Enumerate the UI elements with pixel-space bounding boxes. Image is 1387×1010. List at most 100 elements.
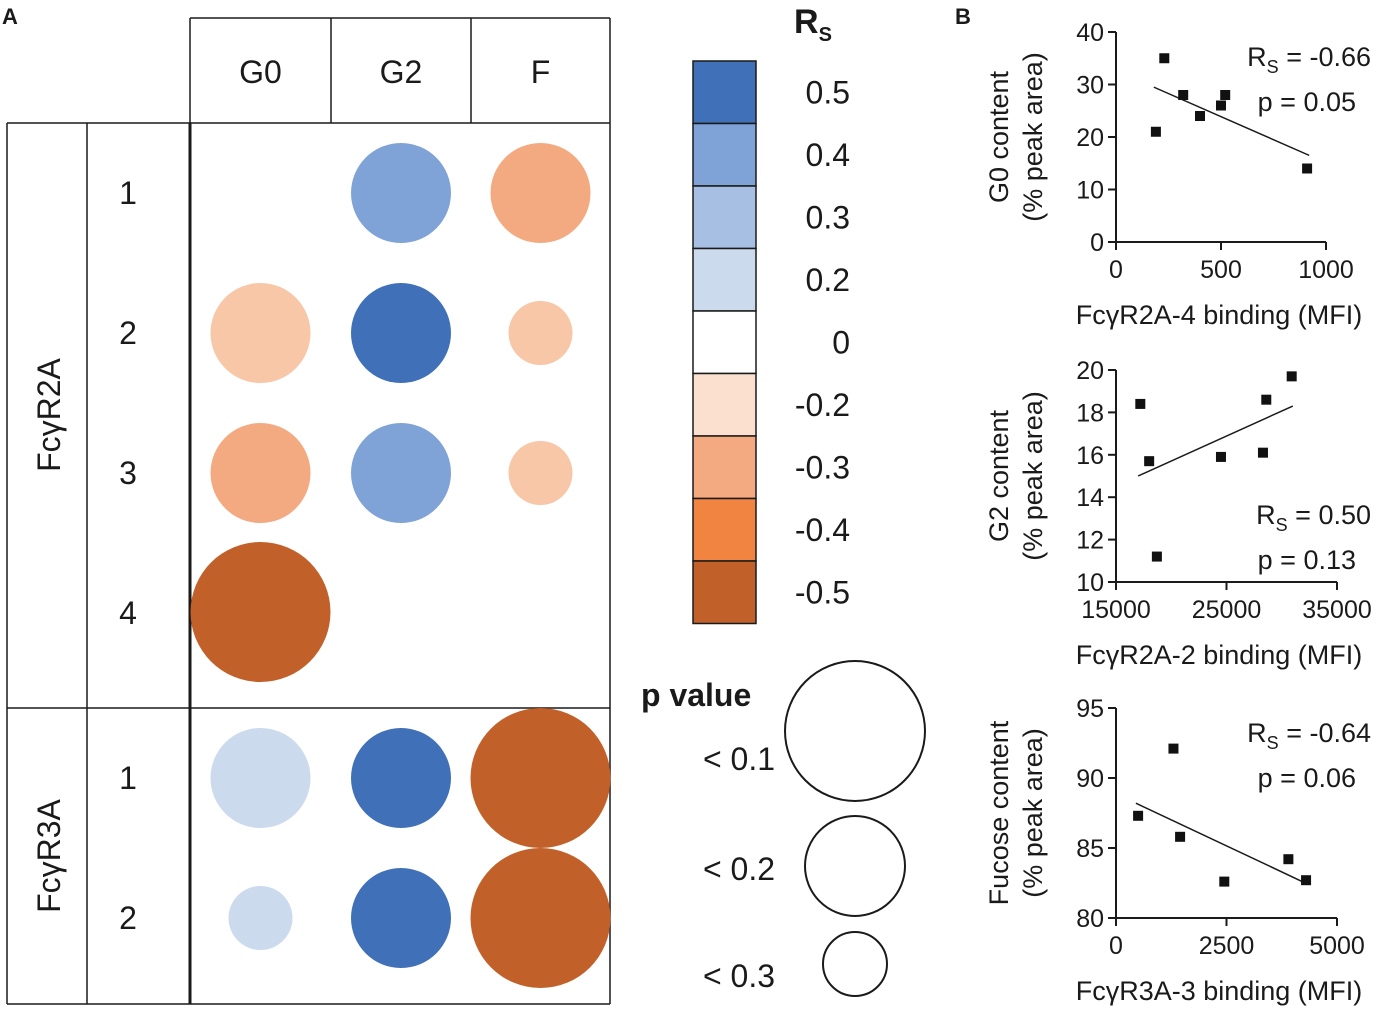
rs-stat-1: RS = 0.50 (1256, 500, 1371, 535)
data-point-0-2 (1178, 90, 1189, 100)
y-tick-label-0-4: 40 (1076, 19, 1104, 47)
p-stat-1: p = 0.13 (1258, 545, 1356, 575)
y-axis-label-line2-1: (% peak area) (1018, 391, 1048, 561)
fit-line-2 (1135, 802, 1309, 886)
data-point-0-1 (1159, 53, 1170, 64)
scatter-plots: 0 10 20 30 40 0 500 1000 FcγR2A-4 binding (MFI) G… (984, 19, 1372, 1006)
row-label-1-1: 1 (119, 760, 137, 796)
y-axis-label-2: Fucose content (984, 720, 1014, 905)
bubble-0-1-1 (351, 283, 451, 383)
rs-stat-sub-0: S (1267, 57, 1279, 77)
data-point-0-3 (1195, 111, 1205, 121)
rs-legend-title: RS (794, 3, 832, 46)
bubble-1-1-2 (470, 848, 611, 988)
y-tick-label-0-3: 30 (1076, 72, 1104, 100)
data-point-2-5 (1301, 875, 1312, 886)
x-tick-label-0-1: 500 (1200, 256, 1242, 284)
rs-stat-value-2: = -0.64 (1279, 718, 1371, 748)
bubble-1-1-0 (228, 886, 293, 950)
group-label-0: FcγR2A (31, 357, 67, 471)
y-tick-label-0-1: 10 (1076, 177, 1104, 205)
y-tick-label-0-2: 20 (1076, 124, 1104, 152)
p-value-circle-0 (784, 660, 926, 802)
p-value-label-2: < 0.3 (703, 958, 775, 994)
rs-stat-2: RS = -0.64 (1247, 718, 1371, 753)
y-tick-label-1-4: 18 (1076, 399, 1104, 427)
y-tick-label-2-0: 80 (1076, 905, 1104, 933)
bubble-1-1-1 (351, 868, 451, 968)
data-point-1-1 (1144, 456, 1155, 467)
legend: RS 0.5 0.4 0.3 0.2 0 -0.2 -0.3 -0.4 -0.5 p value < … (641, 3, 926, 997)
data-point-1-4 (1257, 447, 1268, 458)
y-tick-label-2-2: 90 (1076, 765, 1104, 793)
bubble-0-1-0 (210, 283, 311, 383)
y-tick-label-1-3: 16 (1076, 442, 1104, 470)
x-tick-label-2-0: 0 (1109, 932, 1123, 960)
color-scale-label-6: -0.3 (795, 449, 850, 485)
data-point-0-6 (1302, 163, 1313, 174)
rs-stat-r-2: R (1247, 718, 1267, 748)
p-value-label-1: < 0.2 (703, 851, 775, 887)
color-scale-swatch-0 (692, 60, 757, 125)
row-label-0-1: 1 (119, 175, 137, 211)
group-label-1: FcγR3A (31, 798, 67, 912)
fit-line-1 (1137, 405, 1294, 477)
y-tick-label-0-0: 0 (1090, 229, 1104, 257)
data-point-2-1 (1168, 743, 1179, 754)
rs-stat-value-0: = -0.66 (1279, 42, 1371, 72)
data-point-1-2 (1151, 551, 1162, 562)
color-scale-label-8: -0.5 (795, 574, 850, 610)
color-scale-label-7: -0.4 (795, 512, 850, 548)
rs-stat-0: RS = -0.66 (1247, 42, 1371, 77)
x-tick-label-2-1: 2500 (1199, 932, 1255, 960)
color-scale-label-2: 0.3 (806, 199, 850, 235)
color-scale-label-3: 0.2 (806, 262, 850, 298)
row-label-0-4: 4 (119, 595, 137, 631)
x-axis-label-0: FcγR2A-4 binding (MFI) (1076, 300, 1363, 330)
p-stat-2: p = 0.06 (1258, 763, 1356, 793)
scatter-plot-0: 0 10 20 30 40 0 500 1000 FcγR2A-4 binding (MFI) G… (984, 19, 1371, 330)
bubble-0-2-0 (210, 423, 311, 523)
y-tick-label-1-1: 12 (1076, 527, 1104, 555)
data-point-2-4 (1283, 854, 1294, 865)
x-tick-label-1-2: 35000 (1302, 596, 1372, 624)
x-tick-label-1-1: 25000 (1192, 596, 1262, 624)
x-tick-label-2-2: 5000 (1309, 932, 1365, 960)
bubble-1-0-2 (470, 708, 611, 848)
rs-stat-r-0: R (1247, 42, 1267, 72)
y-tick-label-1-0: 10 (1076, 569, 1104, 597)
p-value-circle-1 (804, 815, 906, 917)
bubble-0-2-2 (508, 441, 573, 505)
bubble-matrix: G0 G2 F FcγR2A 1 2 3 4 FcγR3A 1 2 (6, 17, 611, 1005)
panel-b-label: B (955, 4, 971, 29)
y-axis-label-0: G0 content (984, 70, 1014, 203)
x-tick-label-0-2: 1000 (1298, 256, 1354, 284)
color-scale-swatch-8 (692, 560, 757, 625)
color-scale-swatch-4 (692, 310, 757, 375)
data-point-0-0 (1150, 126, 1161, 137)
rs-legend-title-subscript: S (819, 24, 832, 46)
bubble-0-0-2 (490, 143, 591, 243)
p-value-legend-title: p value (641, 677, 751, 713)
y-axis-label-1: G2 content (984, 409, 1014, 542)
data-point-2-2 (1175, 831, 1186, 842)
rs-stat-sub-1: S (1276, 515, 1288, 535)
x-axis-label-1: FcγR2A-2 binding (MFI) (1076, 640, 1363, 670)
bubble-0-1-2 (508, 301, 573, 365)
data-point-2-3 (1219, 876, 1230, 887)
p-stat-0: p = 0.05 (1258, 87, 1356, 117)
row-label-0-2: 2 (119, 315, 137, 351)
column-header-g0: G0 (239, 54, 282, 90)
bubble-1-0-1 (351, 728, 451, 828)
bubble-0-2-1 (351, 423, 451, 523)
bubble-0-3-0 (190, 542, 331, 682)
row-label-1-2: 2 (119, 900, 137, 936)
data-point-1-3 (1215, 451, 1226, 462)
column-header-f: F (531, 54, 551, 90)
color-scale-swatch-3 (692, 247, 757, 312)
color-scale-swatch-5 (692, 372, 757, 437)
p-value-circle-2 (822, 931, 888, 997)
rs-stat-r-1: R (1256, 500, 1276, 530)
data-point-2-0 (1133, 810, 1144, 821)
color-scale-label-5: -0.2 (795, 387, 850, 423)
